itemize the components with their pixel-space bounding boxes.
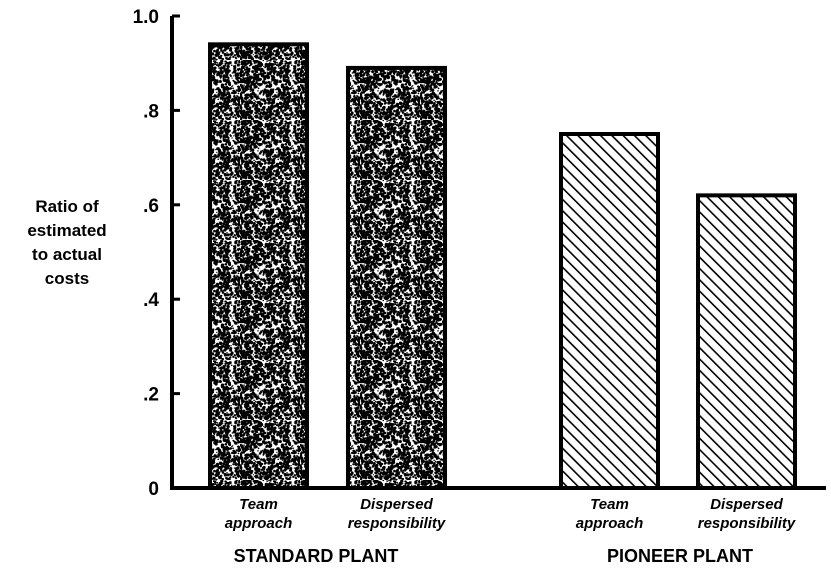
axes-layer: 0 .2 .4 .6 .8 1.0	[133, 7, 826, 500]
labels-layer: Team approach Dispersed responsibility STAND…	[27, 197, 796, 566]
category-label-pioneer-plant-team-approach-line1: Team	[590, 496, 629, 513]
bars-layer	[208, 42, 797, 491]
y-tick-label: .2	[143, 385, 159, 406]
bar-standard-plant-dispersed-responsibility	[346, 65, 447, 490]
bar-pioneer-plant-team-approach	[559, 132, 660, 490]
category-label-standard-plant-dispersed-responsibility-line2: responsibility	[348, 515, 446, 532]
y-axis-label-line2: estimated	[27, 221, 106, 240]
y-tick-label: .6	[143, 196, 159, 217]
group-label-standard-plant: STANDARD PLANT	[234, 546, 399, 566]
bar-pioneer-plant-dispersed-responsibility	[696, 193, 797, 491]
category-label-standard-plant-dispersed-responsibility-line1: Dispersed	[360, 496, 433, 513]
category-label-pioneer-plant-dispersed-responsibility-line1: Dispersed	[710, 496, 783, 513]
y-tick-label: .8	[143, 101, 159, 122]
y-tick-label: .4	[143, 290, 159, 311]
y-tick-label: 0	[148, 479, 159, 500]
y-axis-label-line4: costs	[45, 269, 89, 288]
bar-standard-plant-team-approach	[208, 42, 309, 490]
y-tick-label: 1.0	[133, 7, 159, 28]
category-label-pioneer-plant-dispersed-responsibility-line2: responsibility	[698, 515, 796, 532]
category-label-standard-plant-team-approach-line1: Team	[239, 496, 278, 513]
y-axis-label-line1: Ratio of	[35, 197, 99, 216]
group-label-pioneer-plant: PIONEER PLANT	[607, 546, 753, 566]
category-label-pioneer-plant-team-approach-line2: approach	[576, 515, 644, 532]
y-axis-label-line3: to actual	[32, 245, 102, 264]
category-label-standard-plant-team-approach-line2: approach	[225, 515, 293, 532]
